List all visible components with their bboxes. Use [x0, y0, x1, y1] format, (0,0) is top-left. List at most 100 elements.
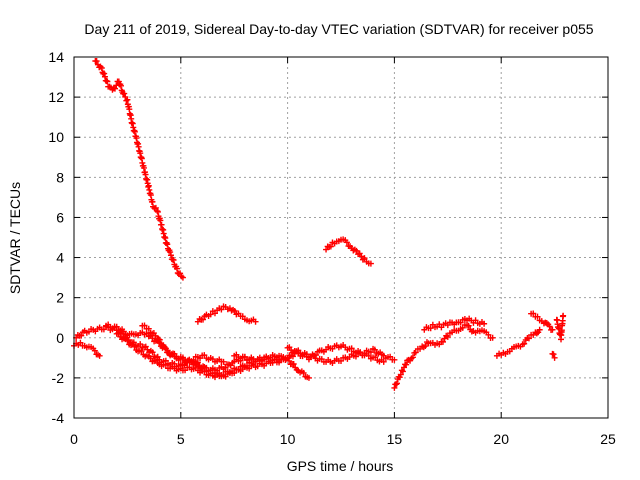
- x-tick-label: 5: [177, 431, 185, 447]
- chart-title: Day 211 of 2019, Sidereal Day-to-day VTE…: [84, 21, 593, 37]
- data-point: [560, 312, 567, 319]
- y-tick-label: 12: [48, 89, 64, 105]
- x-tick-label: 25: [600, 431, 616, 447]
- data-point: [78, 332, 85, 339]
- data-point: [101, 73, 108, 80]
- data-point: [152, 332, 159, 339]
- data-point: [218, 306, 225, 313]
- series-arc-1: [92, 58, 186, 281]
- data-point: [305, 356, 312, 363]
- data-point: [149, 349, 156, 356]
- data-point: [551, 354, 558, 361]
- data-point: [380, 358, 387, 365]
- data-point: [104, 78, 111, 85]
- data-point: [169, 350, 176, 357]
- data-point: [546, 323, 553, 330]
- data-point: [397, 371, 404, 378]
- data-point: [220, 372, 227, 379]
- data-point: [327, 243, 334, 250]
- series-arc-12: [421, 315, 488, 333]
- data-points: [71, 58, 567, 391]
- data-point: [393, 380, 400, 387]
- data-point: [391, 384, 398, 391]
- data-point: [536, 326, 543, 333]
- data-point: [357, 349, 364, 356]
- data-point: [123, 97, 130, 104]
- y-tick-label: 14: [48, 49, 64, 65]
- series-arc-10: [284, 342, 398, 363]
- data-point: [179, 356, 186, 363]
- series-arc-8: [113, 330, 312, 381]
- data-point: [170, 256, 177, 263]
- data-point: [261, 356, 268, 363]
- data-point: [145, 325, 152, 332]
- data-point: [124, 337, 131, 344]
- data-point: [371, 346, 378, 353]
- data-point: [77, 339, 84, 346]
- data-point: [489, 334, 496, 341]
- series-arc-2: [194, 303, 259, 325]
- series-arc-7: [139, 322, 291, 380]
- data-point: [361, 255, 368, 262]
- series-arc-9: [231, 347, 387, 367]
- data-point: [284, 355, 291, 362]
- data-point: [286, 344, 293, 351]
- data-point: [439, 338, 446, 345]
- data-point: [113, 323, 120, 330]
- data-point: [367, 349, 374, 356]
- series-arc-11: [391, 321, 496, 391]
- y-tick-label: 6: [56, 209, 64, 225]
- y-tick-label: -4: [52, 410, 65, 426]
- data-point: [235, 366, 242, 373]
- series-arc-14: [528, 310, 556, 333]
- data-point: [244, 362, 251, 369]
- data-point: [162, 362, 169, 369]
- data-point: [348, 345, 355, 352]
- data-point: [211, 310, 218, 317]
- data-point: [121, 90, 128, 97]
- data-point: [427, 325, 434, 332]
- data-point: [521, 340, 528, 347]
- data-point: [530, 310, 537, 317]
- data-point: [115, 330, 122, 337]
- axis-ticks: 0 5 10 15 20 25 -4 -2 0 2 4 6 8 10 12 14: [48, 49, 616, 447]
- x-tick-label: 15: [387, 431, 403, 447]
- data-point: [444, 333, 451, 340]
- data-point: [96, 352, 103, 359]
- data-point: [141, 322, 148, 329]
- x-tick-label: 20: [493, 431, 509, 447]
- data-point: [290, 360, 297, 367]
- data-point: [399, 368, 406, 375]
- data-point: [481, 320, 488, 327]
- series-arc-15: [553, 312, 567, 343]
- data-point: [323, 246, 330, 253]
- data-point: [155, 336, 162, 343]
- data-point: [201, 368, 208, 375]
- x-axis-label: GPS time / hours: [287, 458, 394, 474]
- data-point: [207, 311, 214, 318]
- data-point: [367, 260, 374, 267]
- data-point: [391, 356, 398, 363]
- data-point: [534, 313, 541, 320]
- data-point: [231, 307, 238, 314]
- data-point: [100, 326, 107, 333]
- data-point: [173, 265, 180, 272]
- y-tick-label: 4: [56, 250, 64, 266]
- data-point: [101, 70, 108, 77]
- data-point: [338, 357, 344, 364]
- data-point: [142, 343, 149, 350]
- data-point: [117, 82, 124, 89]
- y-tick-label: -2: [52, 370, 65, 386]
- data-point: [112, 85, 119, 92]
- data-point: [409, 354, 416, 361]
- y-axis-label: SDTVAR / TECUs: [7, 182, 23, 294]
- data-point: [485, 331, 492, 338]
- data-point: [131, 343, 138, 350]
- y-tick-label: 2: [56, 290, 64, 306]
- y-tick-label: 0: [56, 330, 64, 346]
- data-point: [276, 359, 283, 366]
- data-point: [156, 336, 163, 343]
- series-arc-16: [549, 350, 558, 361]
- data-point: [465, 322, 472, 329]
- data-point: [194, 359, 201, 366]
